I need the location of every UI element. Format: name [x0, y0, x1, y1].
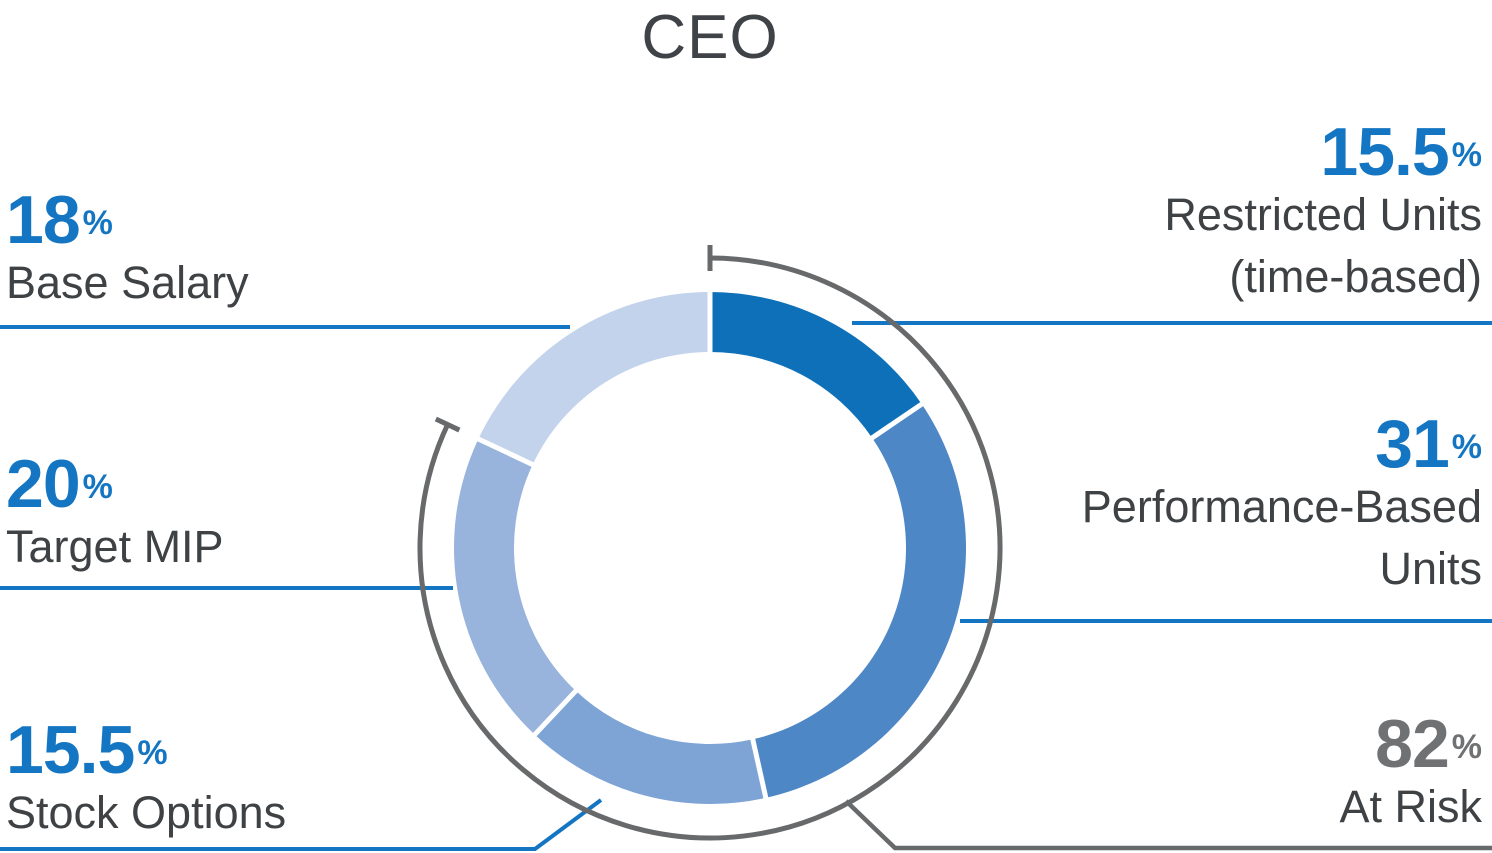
- leader-line-at-risk: [844, 799, 1492, 851]
- at-risk-value: 82%: [1375, 706, 1482, 782]
- base-salary-value: 18%: [6, 182, 113, 258]
- at-risk-label: At Risk: [1339, 781, 1482, 832]
- slice-target-mip: [454, 439, 576, 735]
- target-mip-label: Target MIP: [6, 521, 224, 572]
- slice-stock-options: [534, 690, 766, 804]
- percent-sign: %: [82, 204, 113, 242]
- at-risk-arc-tick: [434, 416, 461, 433]
- callout-at-risk: 82% At Risk: [1339, 706, 1482, 838]
- at-risk-arc: [417, 255, 1003, 841]
- restricted-units-label-line2: (time-based): [1229, 251, 1482, 302]
- performance-units-label-line2: Units: [1379, 543, 1482, 594]
- callout-target-mip: 20% Target MIP: [6, 446, 224, 578]
- performance-units-label-line1: Performance-Based: [1081, 481, 1482, 532]
- percent-sign: %: [1451, 136, 1482, 174]
- slice-gap: [749, 735, 769, 802]
- callout-restricted-units: 15.5% Restricted Units (time-based): [1164, 114, 1482, 308]
- leader-line-stock-options: [0, 798, 603, 851]
- slice-base-salary: [478, 292, 710, 465]
- restricted-units-value: 15.5%: [1320, 114, 1482, 190]
- slice-gap: [530, 686, 580, 739]
- restricted-units-label-line1: Restricted Units: [1164, 189, 1482, 240]
- slice-gap: [868, 400, 926, 442]
- base-salary-label: Base Salary: [6, 257, 249, 308]
- slice-gap: [474, 435, 537, 469]
- chart-title: CEO: [641, 3, 779, 72]
- percent-sign: %: [82, 468, 113, 506]
- callout-base-salary: 18% Base Salary: [6, 182, 249, 314]
- percent-sign: %: [1451, 728, 1482, 766]
- slice-performance-units: [752, 404, 966, 798]
- performance-units-value: 31%: [1375, 406, 1482, 482]
- callout-performance-units: 31% Performance-Based Units: [1081, 406, 1482, 600]
- slice-restricted-units: [710, 292, 922, 438]
- stock-options-value: 15.5%: [6, 712, 168, 788]
- percent-sign: %: [137, 734, 168, 772]
- percent-sign: %: [1451, 428, 1482, 466]
- callout-stock-options: 15.5% Stock Options: [6, 712, 287, 844]
- target-mip-value: 20%: [6, 446, 113, 522]
- stock-options-label: Stock Options: [6, 787, 287, 838]
